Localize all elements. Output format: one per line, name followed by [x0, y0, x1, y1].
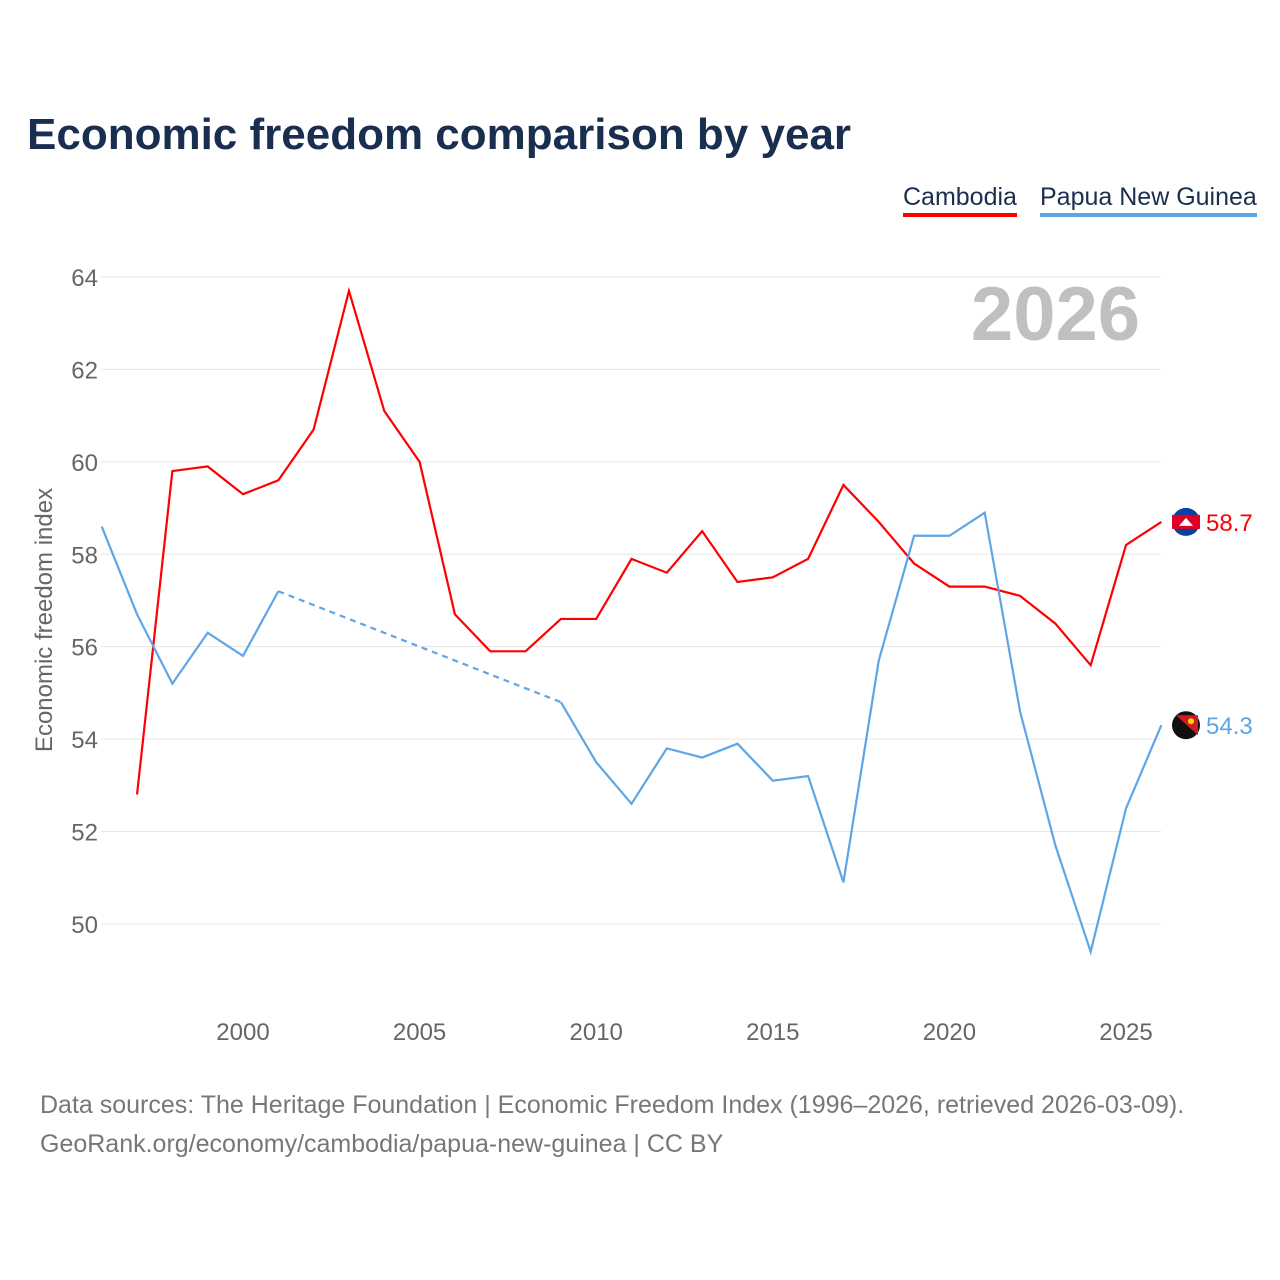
y-tick-label: 50	[71, 912, 98, 939]
x-tick-label: 2015	[746, 1019, 799, 1046]
x-tick-label: 2020	[923, 1019, 976, 1046]
y-tick-label: 54	[71, 727, 98, 754]
series-line-papua-new-guinea	[559, 510, 1163, 956]
legend-papua-new-guinea[interactable]: Papua New Guinea	[1040, 183, 1257, 217]
legend-cambodia[interactable]: Cambodia	[903, 183, 1017, 217]
source-link[interactable]: GeoRank.org/economy/cambodia/papua-new-g…	[40, 1130, 724, 1158]
x-tick-label: 2000	[216, 1019, 269, 1046]
x-tick-label: 2005	[393, 1019, 446, 1046]
y-tick-label: 62	[71, 357, 98, 384]
y-tick-label: 52	[71, 820, 98, 847]
series-line-cambodia	[135, 286, 1162, 795]
year-watermark: 2026	[971, 272, 1140, 357]
y-tick-label: 58	[71, 542, 98, 569]
footer: Data sources: The Heritage Foundation | …	[40, 1086, 1184, 1164]
x-tick-label: 2010	[570, 1019, 623, 1046]
end-value-label: 58.7	[1206, 510, 1253, 537]
flag-bird	[1188, 718, 1194, 725]
y-tick-label: 64	[71, 265, 98, 292]
source-text: Data sources: The Heritage Foundation | …	[40, 1091, 1185, 1119]
end-value-label: 54.3	[1206, 713, 1253, 740]
y-tick-label: 56	[71, 635, 98, 662]
x-tick-label: 2025	[1099, 1019, 1152, 1046]
y-axis-label: Economic freedom index	[31, 488, 58, 752]
series-line-papua-new-guinea	[100, 526, 280, 686]
y-tick-label: 60	[71, 450, 98, 477]
flag-temple	[1179, 517, 1193, 526]
chart-title: Economic freedom comparison by year	[27, 110, 852, 159]
